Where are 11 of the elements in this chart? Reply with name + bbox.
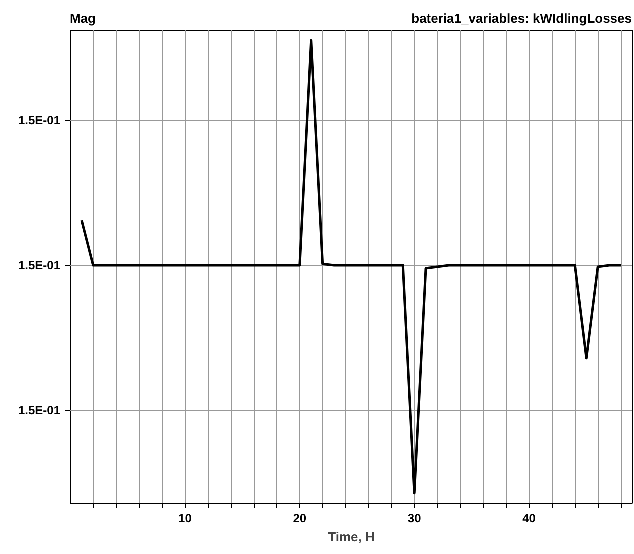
y-axis-title: Mag — [70, 10, 96, 28]
x-tick-label: 40 — [522, 512, 536, 526]
y-tick-label: 1.5E-01 — [18, 113, 61, 128]
x-axis-title: Time, H — [328, 530, 375, 544]
line-series — [80, 39, 622, 495]
x-tick-label: 20 — [293, 512, 307, 526]
chart-title: bateria1_variables: kWIdlingLosses — [412, 10, 632, 28]
y-tick-label: 1.5E-01 — [18, 258, 61, 273]
x-tick-label: 30 — [408, 512, 422, 526]
y-tick-label: 1.5E-01 — [18, 404, 61, 418]
x-tick-label: 10 — [178, 512, 192, 526]
